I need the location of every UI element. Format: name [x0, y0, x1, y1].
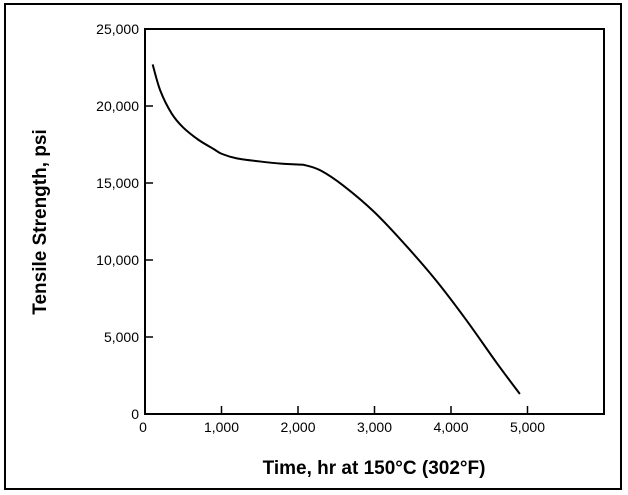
- y-axis-title: Tensile Strength, psi: [30, 129, 51, 314]
- x-tick-label: 2,000: [280, 419, 315, 435]
- y-tick-label: 25,000: [96, 21, 139, 37]
- y-tick-label: 5,000: [104, 329, 139, 345]
- plot-area: [144, 28, 605, 415]
- x-tick-label: 1,000: [204, 419, 239, 435]
- x-axis-title: Time, hr at 150°C (302°F): [263, 458, 486, 479]
- chart-frame: [4, 3, 622, 490]
- y-tick-label: 20,000: [96, 98, 139, 114]
- x-tick-label: 4,000: [433, 419, 468, 435]
- y-tick-label: 0: [131, 406, 139, 422]
- y-tick-label: 15,000: [96, 175, 139, 191]
- y-tick-label: 10,000: [96, 252, 139, 268]
- series-line: [151, 64, 521, 395]
- x-tick-label: 5,000: [510, 419, 545, 435]
- x-tick-label: 0: [139, 419, 147, 435]
- x-tick-label: 3,000: [357, 419, 392, 435]
